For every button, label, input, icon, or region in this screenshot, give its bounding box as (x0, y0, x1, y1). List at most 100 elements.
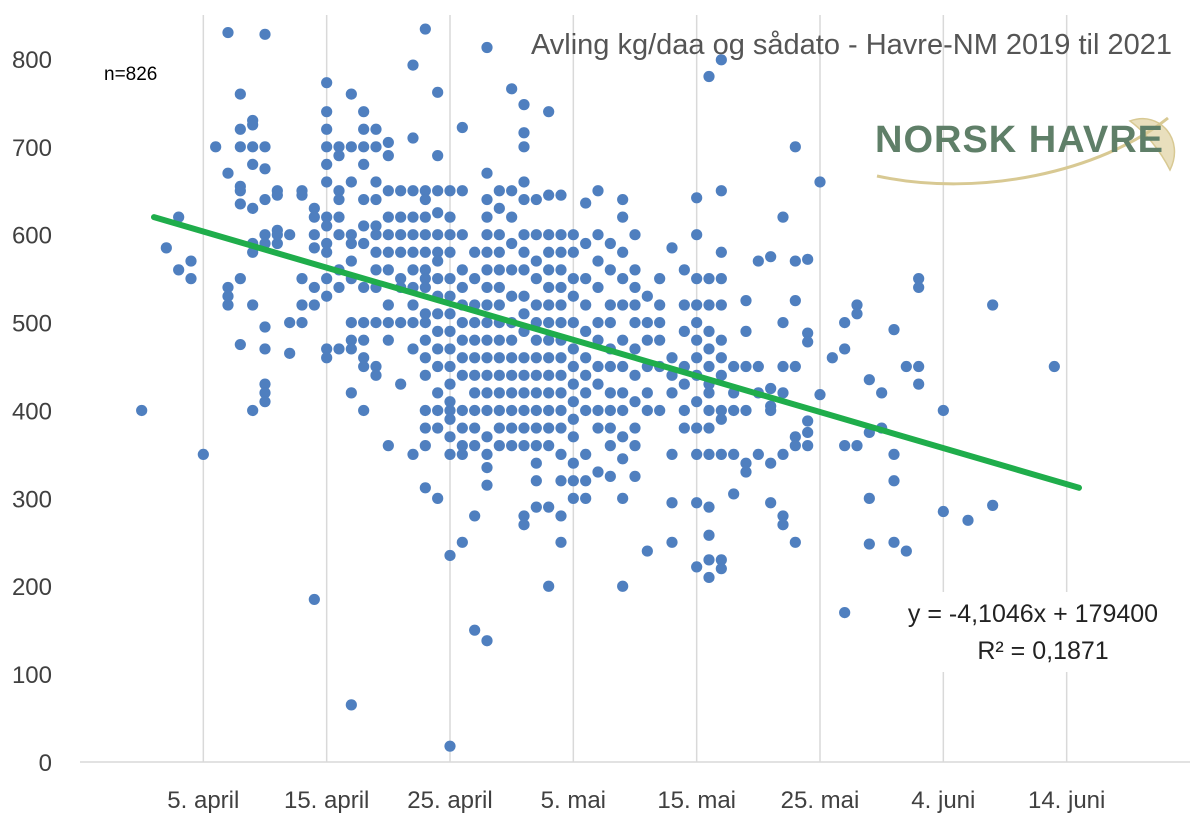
data-point (678, 299, 690, 311)
data-point (493, 334, 505, 346)
data-point (567, 475, 579, 487)
data-point (481, 299, 493, 311)
data-point (654, 299, 666, 311)
data-point (432, 207, 444, 219)
data-point (555, 369, 567, 381)
data-point (851, 440, 863, 452)
data-point (703, 448, 715, 461)
data-point (802, 426, 814, 439)
data-point (370, 246, 382, 258)
data-point (691, 334, 703, 346)
data-point (617, 492, 629, 504)
data-point (481, 246, 493, 258)
data-point (888, 536, 900, 548)
data-point (678, 378, 690, 390)
data-point (444, 343, 456, 355)
data-point (419, 185, 431, 197)
data-point (580, 448, 592, 461)
data-point (481, 193, 493, 206)
data-point (444, 325, 456, 337)
data-point (271, 189, 283, 201)
data-point (185, 273, 197, 285)
data-point (703, 360, 715, 373)
data-point (543, 246, 555, 258)
data-point (469, 246, 481, 258)
data-point (740, 457, 752, 469)
data-point (247, 404, 259, 417)
data-point (370, 264, 382, 276)
data-point (382, 229, 394, 241)
data-points (136, 23, 1060, 752)
data-point (555, 299, 567, 311)
data-point (247, 202, 259, 214)
data-point (358, 123, 370, 135)
data-point (629, 229, 641, 241)
data-point (543, 316, 555, 329)
data-point (678, 404, 690, 417)
data-point (234, 185, 246, 197)
data-point (444, 185, 456, 197)
data-point (395, 229, 407, 241)
data-point (802, 336, 814, 348)
data-point (432, 404, 444, 417)
data-point (432, 255, 444, 267)
data-point (382, 334, 394, 346)
data-point (481, 316, 493, 329)
data-point (703, 343, 715, 355)
data-point (740, 295, 752, 307)
data-point (567, 246, 579, 258)
data-point (900, 360, 912, 373)
data-point (407, 316, 419, 329)
data-point (456, 404, 468, 417)
data-point (604, 422, 616, 434)
data-point (481, 404, 493, 417)
data-point (321, 123, 333, 135)
data-point (432, 86, 444, 98)
data-point (555, 246, 567, 258)
data-point (1048, 360, 1060, 373)
data-point (321, 220, 333, 232)
x-tick-label: 4. juni (911, 787, 975, 814)
y-tick-label: 300 (12, 486, 52, 513)
data-point (419, 193, 431, 206)
data-point (530, 369, 542, 381)
data-point (321, 246, 333, 258)
data-point (592, 281, 604, 294)
data-point (567, 457, 579, 469)
data-point (530, 193, 542, 206)
data-point (555, 316, 567, 329)
x-tick-label: 25. april (407, 787, 492, 814)
data-point (765, 497, 777, 509)
data-point (370, 176, 382, 188)
data-point (728, 360, 740, 373)
data-point (358, 237, 370, 250)
data-point (407, 211, 419, 223)
data-point (678, 422, 690, 434)
data-point (629, 422, 641, 434)
data-point (518, 308, 530, 320)
data-point (370, 316, 382, 329)
data-point (555, 387, 567, 399)
data-point (469, 422, 481, 434)
data-point (493, 404, 505, 417)
data-point (666, 352, 678, 364)
data-point (654, 316, 666, 329)
sample-size-label: n=826 (104, 64, 157, 85)
data-point (382, 440, 394, 452)
data-point (382, 316, 394, 329)
data-point (617, 431, 629, 443)
data-point (358, 220, 370, 232)
data-point (358, 193, 370, 206)
data-point (444, 246, 456, 258)
data-point (888, 475, 900, 487)
data-point (382, 299, 394, 311)
data-point (345, 387, 357, 399)
data-point (530, 422, 542, 434)
data-point (580, 475, 592, 487)
data-point (555, 404, 567, 417)
data-point (259, 193, 271, 206)
data-point (604, 299, 616, 311)
data-point (506, 387, 518, 399)
data-point (518, 422, 530, 434)
trendline (151, 214, 1082, 491)
